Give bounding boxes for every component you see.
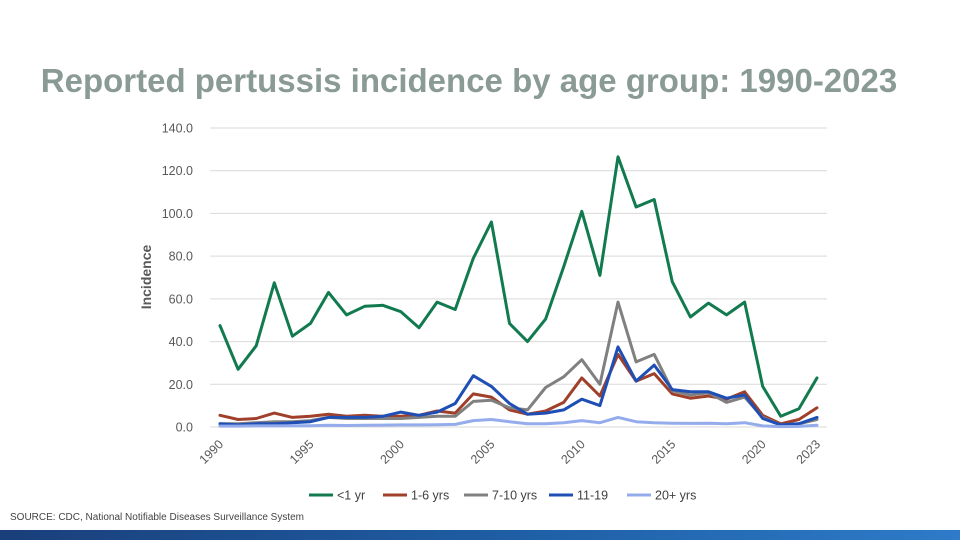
series-line-5 xyxy=(218,415,819,429)
y-axis-ticks: 0.0 20.0 40.0 60.0 80.0 100.0 120.0 140.0 xyxy=(162,122,193,435)
series-line-3 xyxy=(218,300,819,427)
y-tick-label: 0.0 xyxy=(176,421,193,435)
x-tick-label: 2010 xyxy=(558,437,588,467)
legend-label: 20+ yrs xyxy=(655,489,696,503)
y-axis-label: Incidence xyxy=(138,245,154,310)
y-tick-label: 60.0 xyxy=(169,292,193,306)
y-tick-label: 140.0 xyxy=(162,122,193,136)
x-tick-label: 1995 xyxy=(287,437,317,467)
y-tick-label: 120.0 xyxy=(162,164,193,178)
x-tick-label: 2005 xyxy=(468,437,498,467)
legend-label: 7-10 yrs xyxy=(492,489,537,503)
x-tick-label: 2020 xyxy=(739,437,769,467)
legend-label: 1-6 yrs xyxy=(411,489,449,503)
x-tick-label: 1990 xyxy=(197,437,227,467)
series-line-4 xyxy=(218,345,819,427)
series-lines xyxy=(218,155,819,429)
y-tick-label: 80.0 xyxy=(169,250,193,264)
x-axis-ticks: 1990 1995 2000 2005 2010 2015 2020 2023 xyxy=(197,437,824,467)
footer-bar xyxy=(0,530,960,540)
x-tick-label: 2015 xyxy=(649,437,679,467)
legend: <1 yr 1-6 yrs 7-10 yrs 11-19 20+ yrs xyxy=(309,489,696,503)
source-note: SOURCE: CDC, National Notifiable Disease… xyxy=(10,512,304,523)
x-tick-label: 2023 xyxy=(794,437,824,467)
page-title: Reported pertussis incidence by age grou… xyxy=(40,62,898,99)
y-tick-label: 40.0 xyxy=(169,335,193,349)
y-tick-label: 100.0 xyxy=(162,207,193,221)
legend-label: <1 yr xyxy=(337,489,365,503)
series-line-1 xyxy=(218,155,819,418)
gridlines xyxy=(210,127,827,428)
series-line-2 xyxy=(218,352,819,426)
y-tick-label: 20.0 xyxy=(169,378,193,392)
x-tick-label: 2000 xyxy=(377,437,407,467)
legend-label: 11-19 xyxy=(577,489,608,503)
